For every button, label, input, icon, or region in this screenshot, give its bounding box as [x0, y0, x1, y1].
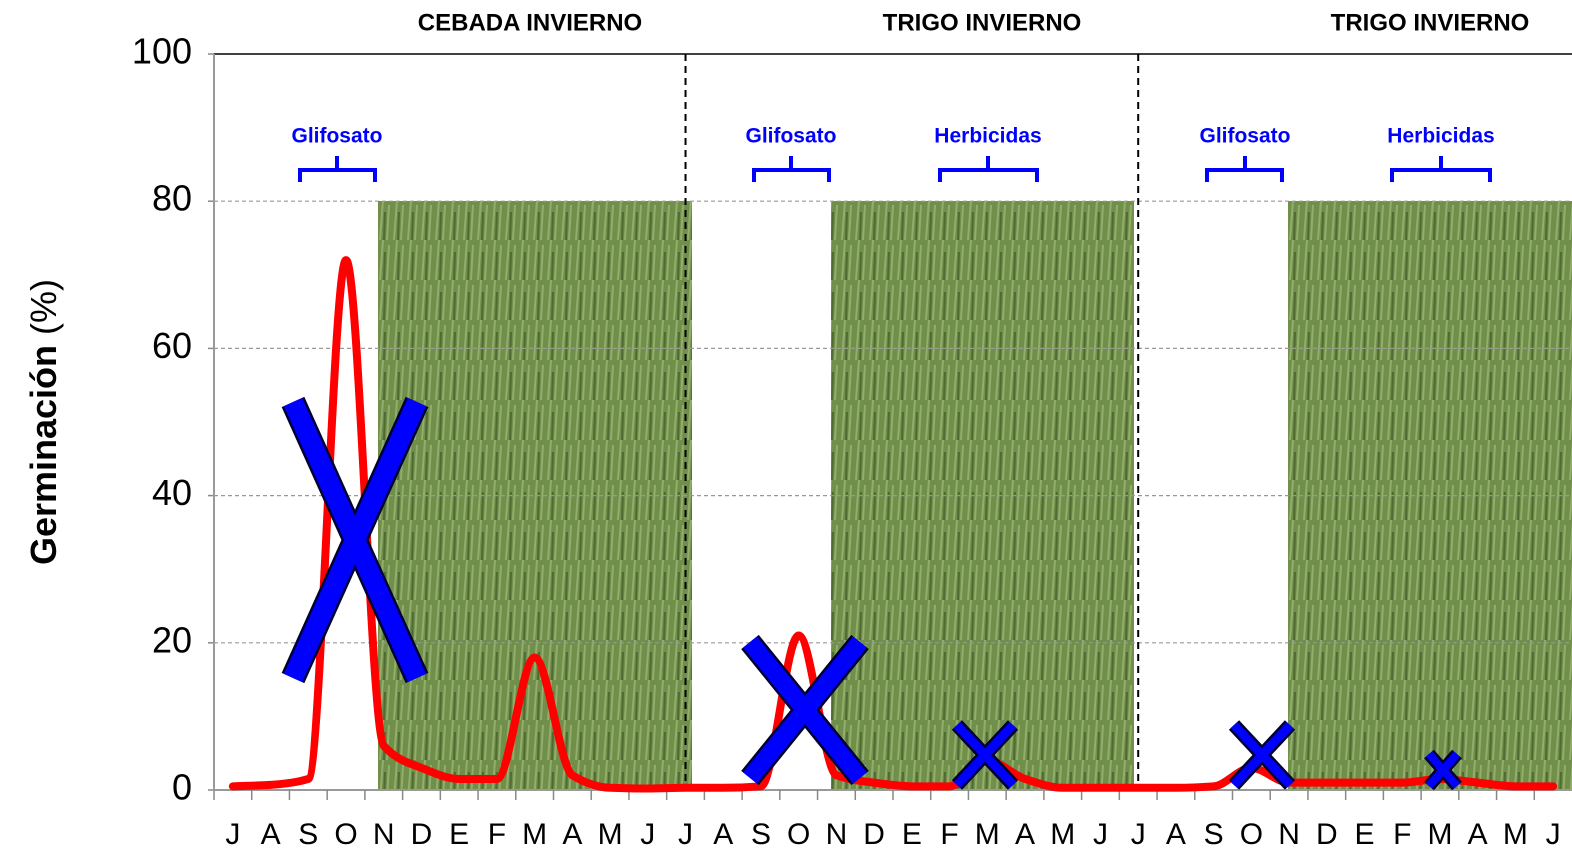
x-tick-label: N	[373, 818, 395, 851]
x-tick-label: D	[1316, 818, 1338, 851]
x-tick-label: S	[298, 818, 318, 851]
x-tick-label: D	[863, 818, 885, 851]
y-tick-label: 0	[172, 767, 192, 808]
x-tick-label: D	[411, 818, 433, 851]
annotation: Glifosato	[1199, 125, 1290, 148]
brace	[298, 156, 377, 182]
annotation: Herbicidas	[1387, 125, 1494, 148]
x-tick-label: M	[1427, 818, 1452, 851]
x-tick-label: F	[1393, 818, 1411, 851]
x-tick-label: N	[826, 818, 848, 851]
cross	[1425, 751, 1461, 789]
overlay: CEBADA INVIERNO TRIGO INVIERNO TRIGO INVIE…	[281, 9, 1530, 791]
x-tick-label: O	[1240, 818, 1263, 851]
x-tick-label: J	[678, 818, 693, 851]
annotation: Glifosato	[745, 125, 836, 148]
y-tick-label: 100	[132, 31, 192, 72]
x-tick-label: F	[940, 818, 958, 851]
cross	[1230, 721, 1294, 789]
x-tick-label: N	[1278, 818, 1300, 851]
season-title: TRIGO INVIERNO	[1331, 9, 1530, 36]
x-tick-label: O	[787, 818, 810, 851]
x-tick-label: A	[562, 818, 582, 851]
x-tick-label: O	[334, 818, 357, 851]
x-tick-label: M	[598, 818, 623, 851]
brace	[1205, 156, 1284, 182]
series-line	[228, 256, 1558, 793]
annotation: Glifosato	[291, 125, 382, 148]
x-tick-label: M	[1050, 818, 1075, 851]
season-title: TRIGO INVIERNO	[883, 9, 1082, 36]
season-title: CEBADA INVIERNO	[418, 9, 642, 36]
photo	[831, 201, 1134, 790]
y-axis-label-main: Germinación	[23, 345, 64, 565]
annotation: Herbicidas	[934, 125, 1041, 148]
x-tick-label: J	[1093, 818, 1108, 851]
x-tick-label: M	[975, 818, 1000, 851]
x-tick-label: J	[1131, 818, 1146, 851]
x-tick-label: S	[751, 818, 771, 851]
cross	[743, 636, 867, 784]
x-tick-label: E	[449, 818, 469, 851]
y-axis-label: Germinación (%)	[23, 279, 64, 565]
x-tick-label: S	[1204, 818, 1224, 851]
x-tick-label: M	[522, 818, 547, 851]
x-tick-label: A	[713, 818, 733, 851]
x-tick-label: A	[261, 818, 281, 851]
x-tick-label: A	[1015, 818, 1035, 851]
brace	[1390, 156, 1492, 182]
x-tick-label: J	[1546, 818, 1561, 851]
y-tick-label: 60	[152, 325, 192, 366]
x-tick-label: F	[488, 818, 506, 851]
cross	[953, 721, 1017, 789]
x-tick-label: A	[1468, 818, 1488, 851]
x-tick-label: A	[1166, 818, 1186, 851]
marks	[228, 256, 1558, 793]
x-tick-label: J	[640, 818, 655, 851]
y-tick-label: 80	[152, 178, 192, 219]
y-axis-label-unit: (%)	[23, 279, 64, 335]
brace	[752, 156, 831, 182]
x-tick-label: J	[225, 818, 240, 851]
y-tick-label: 40	[152, 472, 192, 513]
x-tick-label: E	[902, 818, 922, 851]
brace	[938, 156, 1039, 182]
x-tick-label: E	[1355, 818, 1375, 851]
y-tick-label: 20	[152, 619, 192, 660]
cross	[283, 397, 427, 683]
x-tick-label: M	[1503, 818, 1528, 851]
photo	[378, 201, 692, 790]
